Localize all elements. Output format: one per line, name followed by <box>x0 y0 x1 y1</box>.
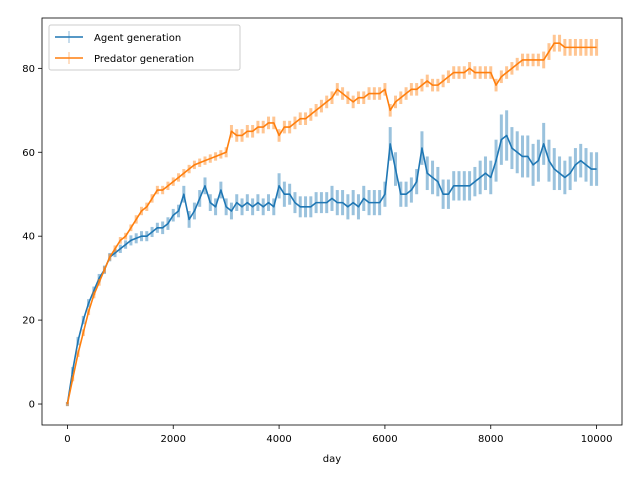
legend-label-predator: Predator generation <box>94 54 194 65</box>
x-tick-label: 2000 <box>161 434 186 445</box>
legend-entry-agent: Agent generation <box>55 31 181 44</box>
y-tick-label: 80 <box>22 64 35 75</box>
series-line-predator <box>66 42 597 405</box>
series-agent <box>65 110 599 407</box>
x-tick-label: 0 <box>64 434 70 445</box>
x-tick-label: 8000 <box>478 434 503 445</box>
x-tick-label: 10000 <box>581 434 613 445</box>
legend: Agent generation Predator generation <box>48 24 241 71</box>
series-layer <box>65 34 599 407</box>
x-tick-label: 6000 <box>372 434 397 445</box>
y-tick-label: 0 <box>29 400 35 411</box>
plot-area <box>42 18 622 425</box>
legend-box <box>48 24 241 71</box>
legend-entry-predator: Predator generation <box>55 52 194 65</box>
y-tick-label: 60 <box>22 148 35 159</box>
y-tick-label: 20 <box>22 316 35 327</box>
y-tick-label: 40 <box>22 232 35 243</box>
x-axis-label: day <box>323 454 341 465</box>
series-line-agent <box>66 134 597 405</box>
x-axis-ticks: 0 2000 4000 6000 8000 10000 <box>64 425 613 445</box>
legend-label-agent: Agent generation <box>94 33 181 44</box>
axes-frame <box>41 17 623 426</box>
series-predator <box>65 34 599 407</box>
y-axis-ticks: 0 20 40 60 80 <box>22 64 42 411</box>
x-tick-label: 4000 <box>266 434 291 445</box>
